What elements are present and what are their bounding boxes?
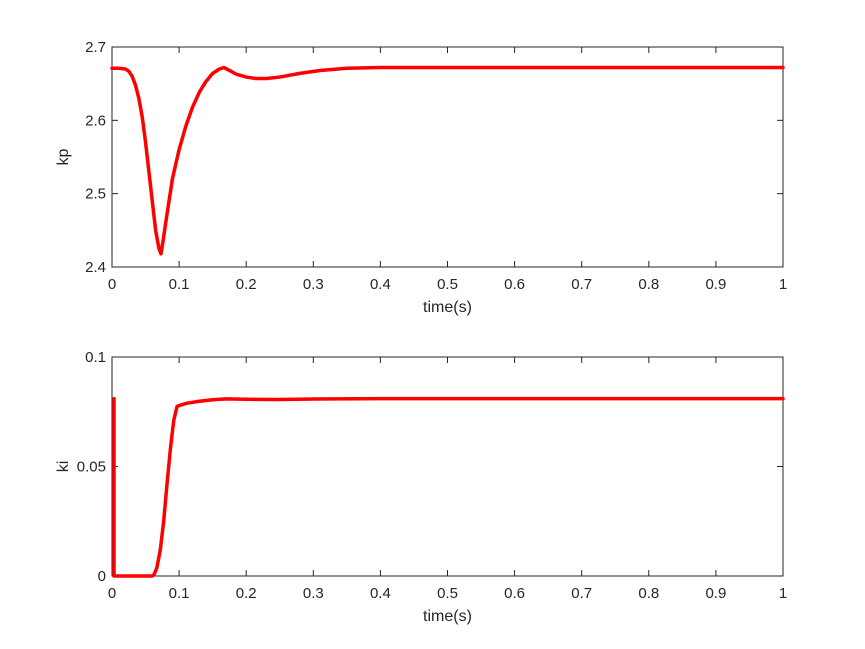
x-tick-label: 0.6 xyxy=(504,276,525,293)
y-axis-label: kp xyxy=(55,148,72,165)
x-tick-label: 0.5 xyxy=(437,276,458,293)
x-tick-label: 0.3 xyxy=(303,276,324,293)
chart-1: 0 0.1 0.2 0.3 0.4 0.5 0.6 0.7 0.8 0.9 1 2.4 2.5 2.6 2.… xyxy=(55,39,787,316)
y-tick-label: 2.7 xyxy=(85,39,106,56)
y-tick-label: 2.6 xyxy=(85,112,106,129)
x-axis-label: time(s) xyxy=(423,299,472,316)
x-tick-label: 0 xyxy=(108,276,116,293)
x-tick-label: 0.8 xyxy=(638,585,659,602)
y-axis-label: ki xyxy=(55,461,72,473)
x-tick-label: 0.9 xyxy=(705,585,726,602)
x-tick-label: 0.7 xyxy=(571,276,592,293)
x-axis-label: time(s) xyxy=(423,608,472,625)
x-tick-label: 0.3 xyxy=(303,585,324,602)
x-tick-label: 0.8 xyxy=(638,276,659,293)
x-tick-label: 0.1 xyxy=(169,585,190,602)
x-tick-label: 1 xyxy=(779,276,787,293)
y-tick-label: 0.05 xyxy=(77,459,106,476)
x-tick-label: 0.4 xyxy=(370,276,391,293)
series-line xyxy=(110,65,785,256)
x-tick-label: 0.2 xyxy=(236,585,257,602)
x-tick-label: 0.9 xyxy=(705,276,726,293)
axes-frame xyxy=(111,356,784,577)
x-tick-label: 0.5 xyxy=(437,585,458,602)
axes-frame xyxy=(111,46,784,268)
x-tick-label: 1 xyxy=(779,585,787,602)
y-tick-label: 2.5 xyxy=(85,186,106,203)
series-line xyxy=(112,396,785,578)
chart-2: 0 0.1 0.2 0.3 0.4 0.5 0.6 0.7 0.8 0.9 1 0 0.05 0.1 tim… xyxy=(55,349,787,625)
x-tick-label: 0.6 xyxy=(504,585,525,602)
y-tick-label: 0 xyxy=(98,568,106,585)
x-tick-label: 0 xyxy=(108,585,116,602)
y-tick-label: 0.1 xyxy=(85,349,106,366)
x-tick-label: 0.7 xyxy=(571,585,592,602)
y-tick-label: 2.4 xyxy=(85,259,106,276)
x-tick-label: 0.1 xyxy=(169,276,190,293)
x-tick-label: 0.2 xyxy=(236,276,257,293)
x-tick-label: 0.4 xyxy=(370,585,391,602)
